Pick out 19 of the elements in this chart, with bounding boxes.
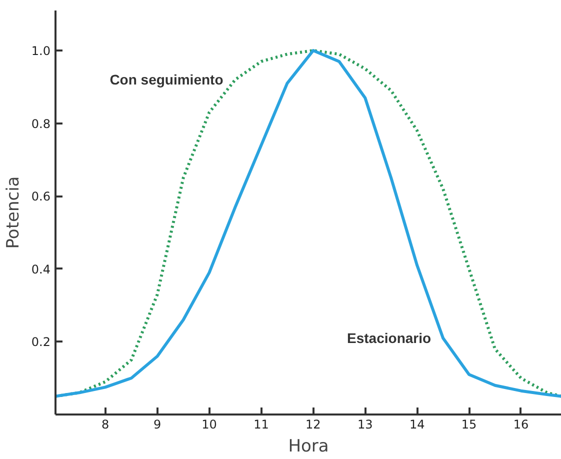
series-label: Estacionario	[347, 330, 432, 346]
x-tick-label: 16	[513, 418, 529, 432]
x-tick-label: 12	[306, 418, 321, 432]
x-tick-label: 11	[254, 418, 269, 432]
y-tick-label: 0.6	[31, 190, 51, 204]
x-tick-label: 9	[154, 418, 162, 432]
y-tick-label: 0.4	[31, 262, 51, 276]
x-tick-label: 8	[102, 418, 110, 432]
x-tick-label: 13	[357, 418, 373, 432]
line-series	[56, 49, 561, 398]
y-tick-label: 1.0	[31, 44, 51, 58]
x-tick-label: 15	[461, 418, 477, 432]
y-tick-label: 0.2	[31, 335, 51, 350]
x-axis-title: Hora	[288, 436, 329, 456]
x-tick-label: 10	[202, 418, 217, 432]
x-tick-label: 14	[409, 418, 425, 432]
y-tick-label: 0.8	[31, 116, 51, 131]
y-axis-title: Potencia	[3, 176, 24, 249]
series-label: Con seguimiento	[110, 72, 224, 88]
